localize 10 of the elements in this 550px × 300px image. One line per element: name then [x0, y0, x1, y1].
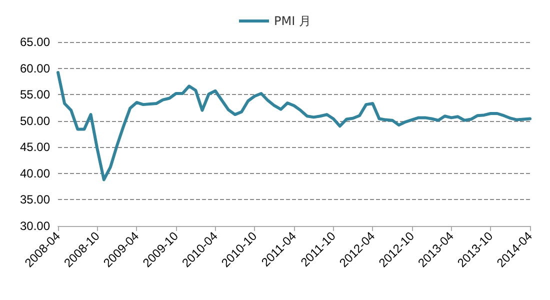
- y-tick-label: 30.00: [20, 219, 50, 233]
- legend-label: PMI 月: [274, 14, 311, 28]
- y-tick-label: 55.00: [20, 88, 50, 102]
- y-tick-label: 35.00: [20, 192, 50, 207]
- y-tick-label: 60.00: [20, 61, 50, 76]
- y-tick-label: 65.00: [20, 35, 50, 49]
- y-tick-label: 40.00: [20, 166, 50, 180]
- y-tick-label: 45.00: [20, 140, 50, 154]
- y-tick-label: 50.00: [20, 114, 50, 128]
- line-series: [56, 70, 532, 182]
